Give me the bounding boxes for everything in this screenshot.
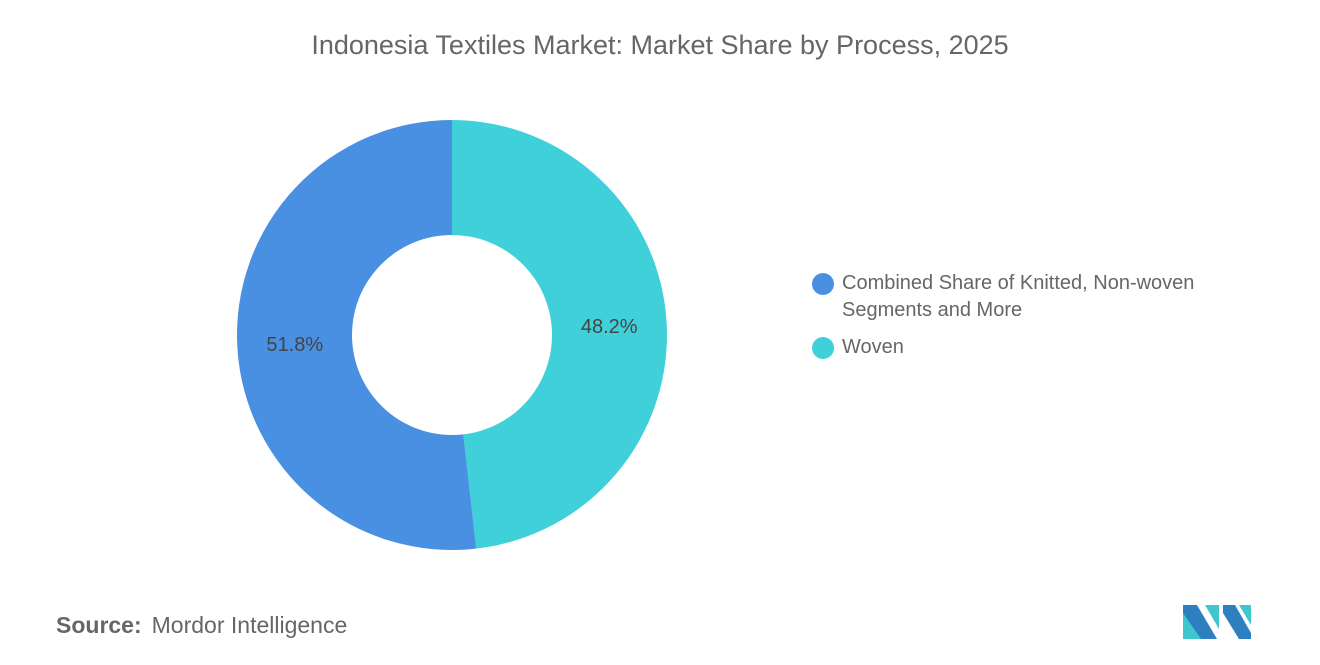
source-note: Source: Mordor Intelligence	[56, 612, 347, 639]
data-label: 48.2%	[581, 316, 638, 338]
legend-item: Combined Share of Knitted, Non-woven Seg…	[812, 270, 1252, 324]
mordor-logo	[1183, 605, 1251, 639]
legend-label: Combined Share of Knitted, Non-woven Seg…	[842, 272, 1195, 321]
slice-woven	[452, 120, 667, 549]
legend-swatch	[812, 337, 834, 359]
chart-title: Indonesia Textiles Market: Market Share …	[311, 30, 1009, 60]
source-label: Source:	[56, 612, 142, 638]
source-value: Mordor Intelligence	[151, 612, 348, 638]
legend: Combined Share of Knitted, Non-woven Seg…	[812, 270, 1252, 371]
legend-label: Woven	[842, 336, 904, 358]
slice-combined	[236, 120, 477, 551]
legend-item: Woven	[812, 334, 1252, 361]
data-label: 51.8%	[266, 334, 323, 356]
legend-swatch	[812, 273, 834, 295]
